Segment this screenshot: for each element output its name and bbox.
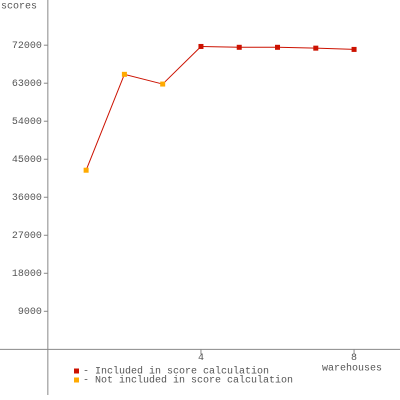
point bbox=[83, 167, 89, 173]
legend-label: - Included in score calculation bbox=[83, 366, 269, 378]
y-axis-label: scores bbox=[1, 2, 37, 13]
legend-label: - Not included in score calculation bbox=[83, 375, 293, 387]
point bbox=[351, 46, 357, 52]
y-tick-label: 36000 bbox=[12, 193, 42, 204]
x-tick-label: 8 bbox=[351, 353, 357, 364]
point bbox=[236, 44, 242, 50]
legend-swatch bbox=[74, 368, 79, 374]
x-tick-label: 4 bbox=[198, 353, 204, 364]
point bbox=[121, 71, 127, 77]
y-tick-label: 45000 bbox=[12, 155, 42, 166]
point bbox=[275, 44, 281, 50]
y-tick-label: 72000 bbox=[12, 41, 42, 52]
series-connector bbox=[162, 46, 202, 85]
legend-swatch bbox=[74, 377, 79, 383]
y-tick-label: 9000 bbox=[18, 307, 42, 318]
x-axis-label: warehouses bbox=[322, 363, 382, 375]
point bbox=[313, 45, 319, 51]
series-line bbox=[85, 73, 163, 171]
point bbox=[198, 43, 204, 49]
y-tick-label: 18000 bbox=[12, 269, 42, 280]
y-tick-label: 27000 bbox=[12, 231, 42, 242]
y-tick-label: 63000 bbox=[12, 79, 42, 90]
y-tick-label: 54000 bbox=[12, 117, 42, 128]
point bbox=[160, 81, 166, 87]
